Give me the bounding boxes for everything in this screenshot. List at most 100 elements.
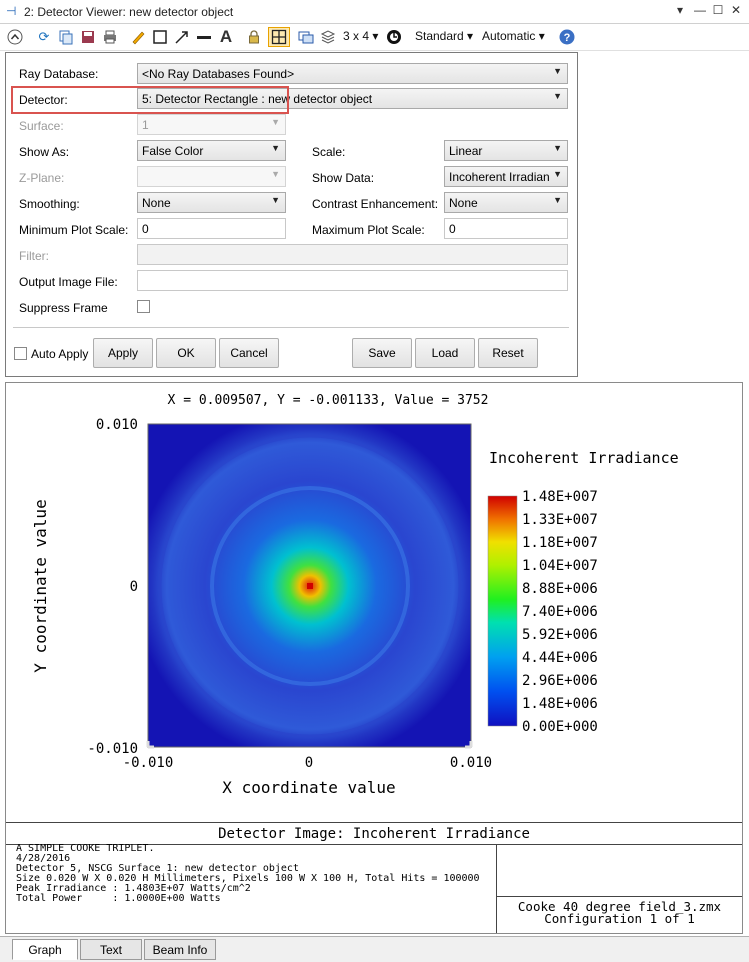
detector-select[interactable]: 5: Detector Rectangle : new detector obj… [137, 88, 568, 109]
show-as-select[interactable]: False Color ▼ [137, 140, 286, 161]
x-tick-left: -0.010 [123, 755, 174, 771]
layers-icon[interactable] [318, 27, 338, 47]
graph-panel: X = 0.009507, Y = -0.001133, Value = 375… [5, 382, 743, 934]
show-as-value: False Color [142, 144, 204, 158]
rectangle-icon[interactable] [150, 27, 170, 47]
tab-text[interactable]: Text [80, 939, 142, 960]
colorbar-tick-label: 5.92E+006 [522, 627, 598, 643]
lock-icon[interactable] [244, 27, 264, 47]
z-plane-select: ▼ [137, 166, 286, 187]
reset-button[interactable]: Reset [478, 338, 538, 368]
contrast-select[interactable]: None ▼ [444, 192, 568, 213]
scale-select[interactable]: Linear ▼ [444, 140, 568, 161]
colorbar-tick-label: 1.48E+007 [522, 489, 598, 505]
show-data-select[interactable]: Incoherent Irradian ▼ [444, 166, 568, 187]
chevron-down-icon: ▼ [553, 91, 562, 101]
scale-value: Linear [449, 144, 483, 158]
automatic-dropdown[interactable]: Automatic ▾ [482, 29, 545, 43]
x-tick-right: 0.010 [450, 755, 492, 771]
save-button[interactable]: Save [352, 338, 412, 368]
save-icon[interactable] [78, 27, 98, 47]
contrast-label: Contrast Enhancement: [312, 197, 439, 211]
info-box-divider [496, 844, 497, 933]
copy-icon[interactable] [56, 27, 76, 47]
divider [13, 327, 569, 328]
info-line: 4/28/2016 [16, 853, 71, 864]
chevron-down-icon: ▼ [553, 143, 562, 153]
info-line: Total Power : 1.0000E+00 Watts [16, 893, 221, 904]
colorbar-tick-label: 0.00E+000 [522, 719, 598, 735]
detector-value: 5: Detector Rectangle : new detector obj… [142, 92, 373, 106]
x-tick-mid: 0 [305, 755, 313, 771]
y-tick-bottom: -0.010 [87, 741, 138, 757]
contrast-value: None [449, 196, 478, 210]
chevron-down-icon: ▼ [271, 195, 280, 205]
colorbar-tick-label: 1.18E+007 [522, 535, 598, 551]
help-icon[interactable]: ? [558, 27, 576, 47]
chevron-down-icon: ▼ [271, 143, 280, 153]
ray-database-label: Ray Database: [19, 67, 99, 81]
colorbar [487, 495, 518, 727]
minimize-icon[interactable]: — [694, 3, 706, 17]
footer-divider [6, 822, 742, 823]
smoothing-select[interactable]: None ▼ [137, 192, 286, 213]
maximize-icon[interactable]: ☐ [712, 3, 724, 17]
colorbar-tick-label: 8.88E+006 [522, 581, 598, 597]
dropdown-icon[interactable]: ▾ [676, 3, 684, 17]
file-box-divider [496, 896, 742, 897]
collapse-icon[interactable] [6, 27, 24, 47]
layout-dropdown[interactable]: 3 x 4 ▾ [343, 29, 379, 43]
readout-text: X = 0.009507, Y = -0.001133, Value = 375… [168, 393, 489, 408]
y-tick-top: 0.010 [96, 417, 138, 433]
colorbar-tick-label: 1.33E+007 [522, 512, 598, 528]
graph-svg[interactable]: X = 0.009507, Y = -0.001133, Value = 375… [6, 383, 742, 933]
fit-view-icon[interactable] [268, 27, 290, 47]
footer-title: Detector Image: Incoherent Irradiance [218, 826, 530, 842]
tab-beam-info[interactable]: Beam Info [144, 939, 216, 960]
tab-bar: Graph Text Beam Info [0, 936, 749, 962]
output-image-file-input[interactable] [137, 270, 568, 291]
cancel-button[interactable]: Cancel [219, 338, 279, 368]
detector-label: Detector: [19, 93, 68, 107]
show-data-value: Incoherent Irradian [449, 170, 550, 184]
text-tool-icon[interactable]: A [219, 27, 233, 46]
colorbar-tick-label: 1.04E+007 [522, 558, 598, 574]
line-icon[interactable] [194, 27, 214, 47]
standard-dropdown[interactable]: Standard ▾ [415, 29, 474, 43]
svg-text:?: ? [564, 32, 571, 44]
show-as-highlight [11, 86, 289, 114]
timer-icon[interactable] [384, 27, 404, 47]
tab-graph[interactable]: Graph [12, 939, 78, 960]
x-axis-label: X coordinate value [222, 778, 395, 797]
peak-pixel [307, 583, 313, 589]
min-plot-scale-label: Minimum Plot Scale: [19, 223, 129, 237]
file-name: Cooke 40 degree field_3.zmx [517, 899, 722, 914]
auto-apply-label: Auto Apply [31, 347, 89, 361]
auto-apply-checkbox[interactable] [14, 347, 27, 360]
apply-button[interactable]: Apply [93, 338, 153, 368]
windows-icon[interactable] [296, 27, 316, 47]
max-plot-scale-label: Maximum Plot Scale: [312, 223, 425, 237]
print-icon[interactable] [100, 27, 120, 47]
arrow-icon[interactable] [172, 27, 192, 47]
chevron-down-icon: ▼ [271, 169, 280, 179]
pencil-icon[interactable] [128, 27, 148, 47]
colorbar-tick-label: 2.96E+006 [522, 673, 598, 689]
pin-icon[interactable]: ⊣ [6, 4, 17, 18]
scale-label: Scale: [312, 145, 346, 159]
close-icon[interactable]: ✕ [730, 3, 742, 17]
refresh-icon[interactable]: ⟳ [38, 29, 50, 44]
toolbar: ⟳ A 3 x 4 ▾ Standard ▾ Automatic ▾ ? [0, 24, 749, 51]
ok-button[interactable]: OK [156, 338, 216, 368]
ray-database-select[interactable]: <No Ray Databases Found> ▼ [137, 63, 568, 84]
load-button[interactable]: Load [415, 338, 475, 368]
colorbar-tick-label: 7.40E+006 [522, 604, 598, 620]
chevron-down-icon: ▼ [553, 66, 562, 76]
y-axis-label: Y coordinate value [31, 499, 50, 672]
max-plot-scale-input[interactable]: 0 [444, 218, 568, 239]
min-plot-scale-input[interactable]: 0 [137, 218, 286, 239]
suppress-frame-checkbox[interactable] [137, 300, 150, 313]
smoothing-value: None [142, 196, 171, 210]
z-plane-label: Z-Plane: [19, 171, 65, 185]
info-box-border [6, 844, 742, 845]
